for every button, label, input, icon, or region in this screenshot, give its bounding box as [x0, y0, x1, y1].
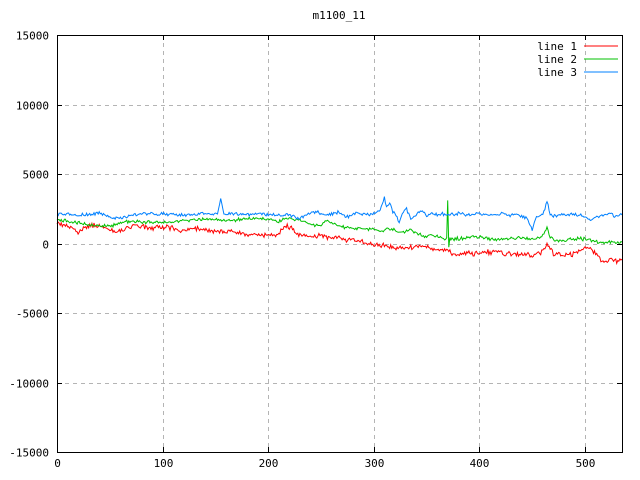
legend-label: line 2 [537, 53, 577, 66]
legend-label: line 1 [537, 40, 577, 53]
series-layer [56, 196, 623, 266]
series-line-3 [56, 196, 623, 231]
y-tick-label: 5000 [23, 169, 50, 182]
x-tick-label: 400 [470, 457, 490, 470]
y-tick-label: -15000 [9, 447, 49, 460]
x-tick-label: 200 [259, 457, 279, 470]
y-tick-label: 15000 [16, 30, 49, 43]
y-tick-label: 0 [42, 239, 49, 252]
chart-title: m1100_11 [313, 9, 366, 22]
series-line-1 [56, 221, 623, 266]
x-tick-label: 100 [154, 457, 174, 470]
series-line-2 [56, 200, 623, 248]
legend-label: line 3 [537, 66, 577, 79]
x-tick-label: 300 [365, 457, 385, 470]
y-tick-label: 10000 [16, 100, 49, 113]
x-tick-label: 500 [576, 457, 596, 470]
y-tick-label: -5000 [16, 308, 49, 321]
y-tick-label: -10000 [9, 378, 49, 391]
x-tick-label: 0 [54, 457, 61, 470]
plot-border [57, 35, 623, 453]
grid-layer [57, 35, 622, 453]
axis-layer: 0 100 200 300 400 500 -15000 -10000 -5000 0 5000 10… [9, 30, 623, 470]
